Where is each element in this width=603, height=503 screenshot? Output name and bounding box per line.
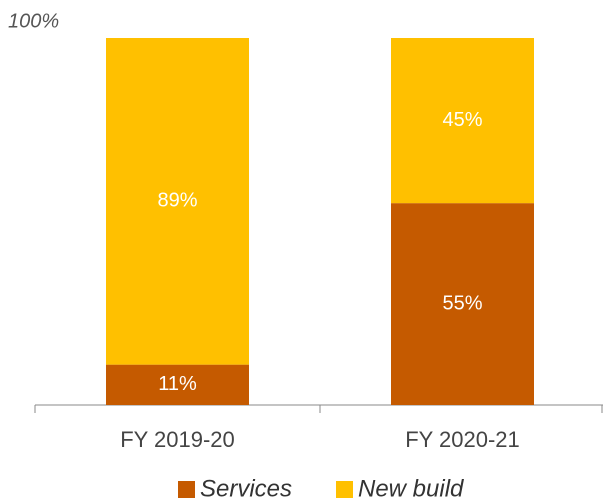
bar-segment	[391, 38, 534, 204]
legend-label: Services	[200, 475, 292, 502]
x-tick-label: FY 2020-21	[405, 427, 520, 452]
legend-swatch	[178, 481, 195, 498]
legend-label: New build	[358, 475, 464, 502]
bar-segment	[106, 38, 249, 365]
x-tick-label: FY 2019-20	[120, 427, 235, 452]
data-label: 45%	[442, 109, 482, 131]
legend-swatch	[336, 481, 353, 498]
y-tick-label: 100%	[8, 10, 59, 32]
bar-segment	[391, 203, 534, 405]
data-label: 11%	[158, 373, 197, 395]
data-label: 89%	[157, 190, 197, 212]
bar-segment	[106, 364, 249, 405]
data-label: 55%	[442, 292, 482, 314]
